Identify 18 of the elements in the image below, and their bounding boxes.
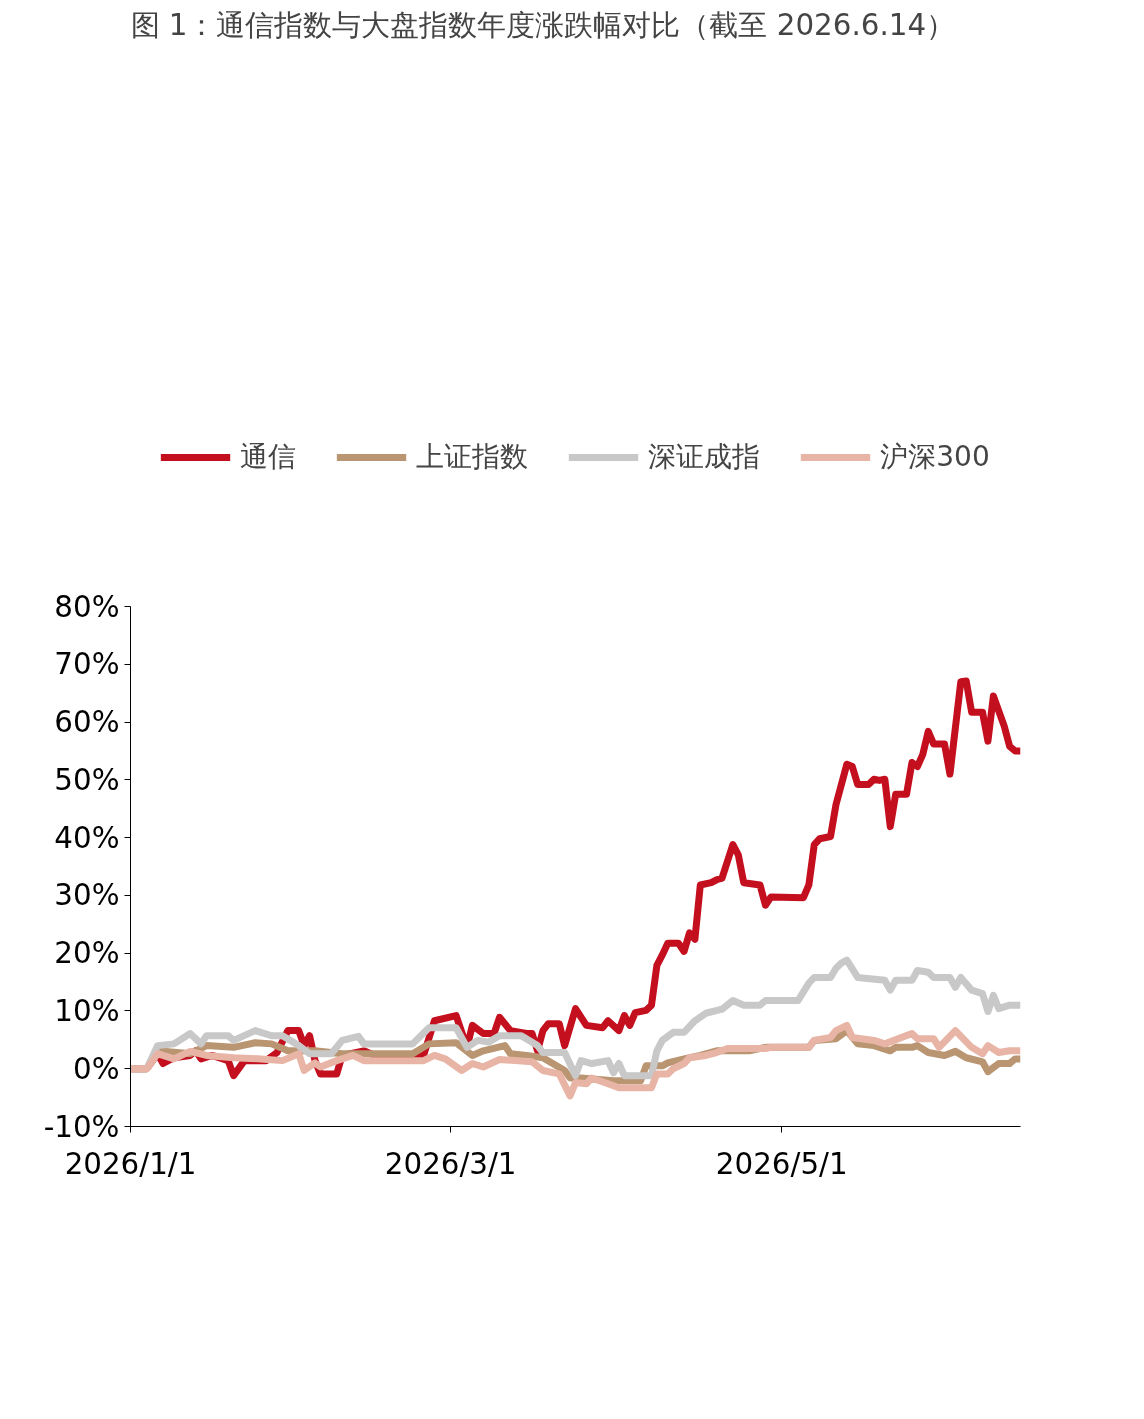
y-tick-label: 0% [72,1051,120,1086]
y-tick-label: 20% [54,936,120,971]
legend-label: 沪深300 [880,438,990,475]
x-tick-label: 2026/3/1 [384,1146,517,1181]
x-tick-label: 2026/1/1 [64,1146,197,1181]
y-tick-label: 80% [54,589,120,624]
y-tick-label: 70% [54,647,120,682]
y-tick-label: 60% [54,705,120,740]
x-tick-label: 2026/5/1 [715,1146,848,1181]
y-tick-label: 30% [54,878,120,913]
legend-label: 通信 [240,438,297,475]
y-tick-label: 10% [54,993,120,1028]
legend-label: 上证指数 [416,438,529,475]
y-tick-label: -10% [43,1109,120,1144]
legend-label: 深证成指 [648,438,761,475]
chart-title: 图 1：通信指数与大盘指数年度涨跌幅对比（截至 2026.6.14） [130,7,956,42]
y-tick-label: 40% [54,820,120,855]
y-tick-label: 50% [54,762,120,797]
